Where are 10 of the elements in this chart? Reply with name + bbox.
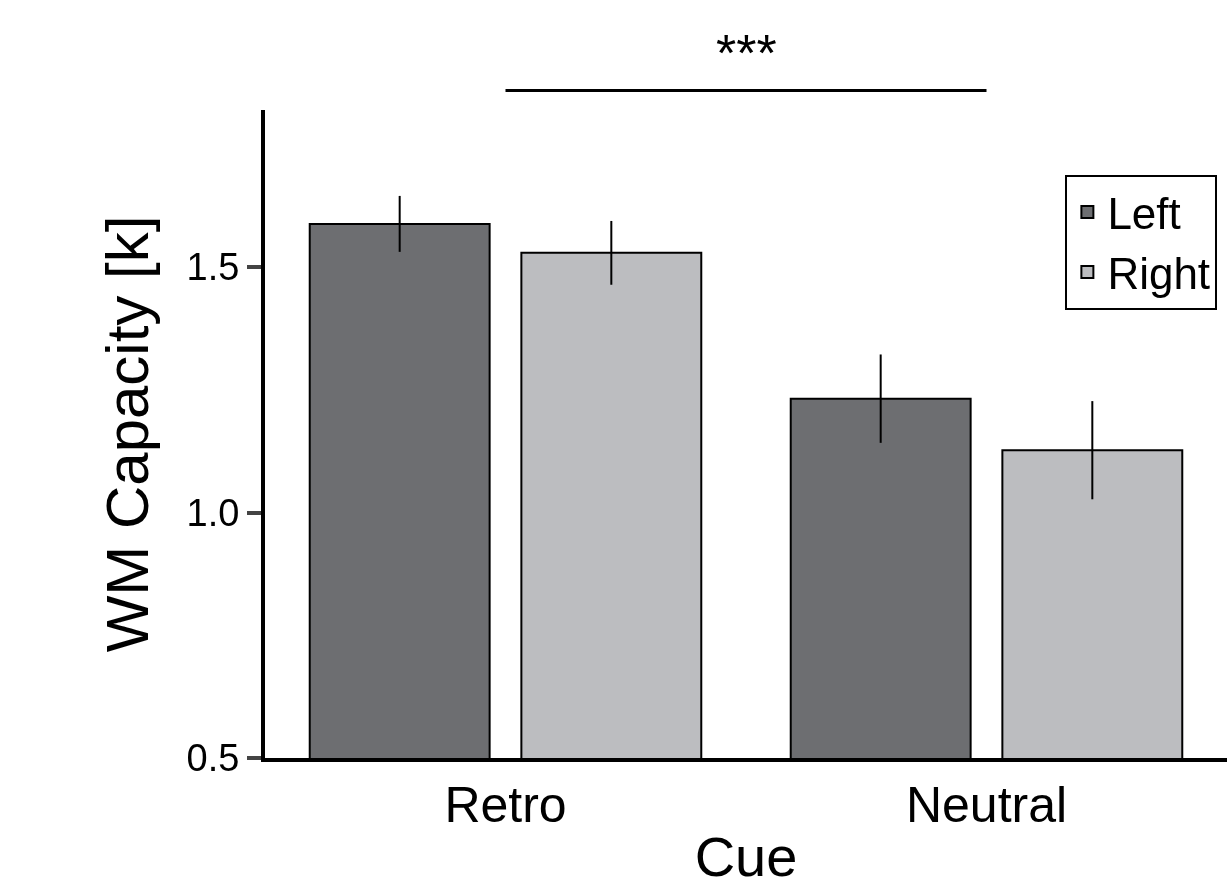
legend-label: Left: [1107, 189, 1181, 239]
legend-label: Right: [1107, 249, 1211, 299]
y-tick-label: 1.5: [186, 246, 240, 289]
x-axis-title: Cue: [694, 825, 798, 888]
text: ***: [716, 24, 777, 82]
x-tick-label: Retro: [444, 777, 567, 833]
x-tick-label: Neutral: [905, 777, 1068, 833]
y-tick-label: 1.0: [186, 491, 240, 534]
y-axis-title: WM Capacity [k]: [93, 215, 161, 653]
y-tick-label: 0.5: [186, 737, 240, 780]
